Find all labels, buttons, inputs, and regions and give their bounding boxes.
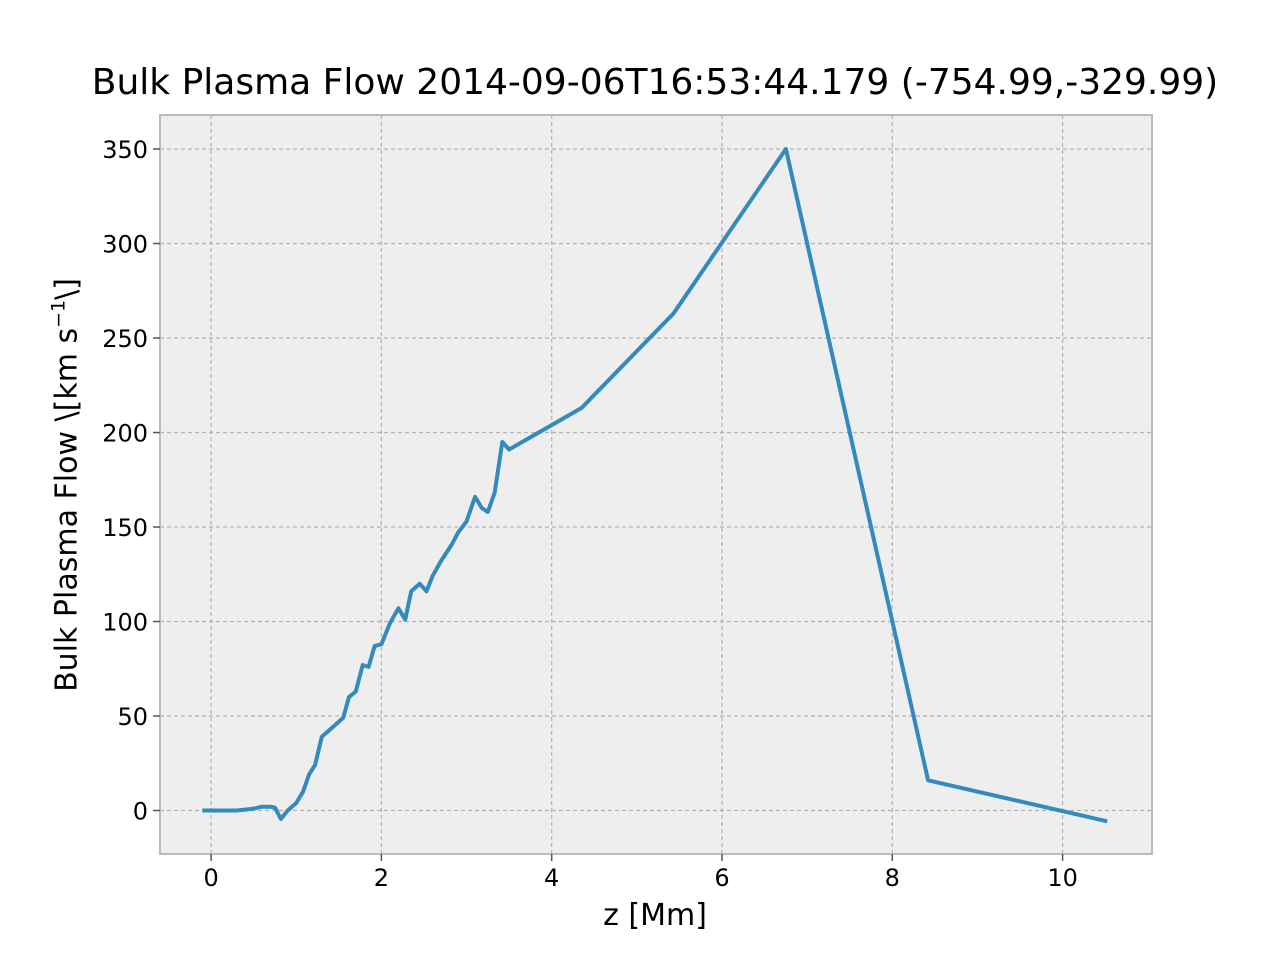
y-axis-label: Bulk Plasma Flow \[km s−1\] bbox=[48, 278, 85, 692]
y-tick-label: 100 bbox=[102, 609, 148, 637]
y-axis-label-suffix: \] bbox=[49, 278, 85, 300]
chart-title: Bulk Plasma Flow 2014-09-06T16:53:44.179… bbox=[91, 62, 1219, 103]
y-tick-label: 50 bbox=[117, 703, 148, 731]
data-series-layer bbox=[202, 147, 1108, 824]
plot-area-background bbox=[160, 115, 1152, 854]
series-line bbox=[202, 147, 1108, 824]
y-axis-label-exponent: −1 bbox=[47, 299, 70, 328]
y-tick-label: 200 bbox=[102, 420, 148, 448]
x-axis-label: z [Mm] bbox=[603, 898, 707, 933]
y-axis-label-prefix: Bulk Plasma Flow \[km s bbox=[49, 327, 85, 692]
x-tick-label: 0 bbox=[203, 864, 218, 892]
x-tick-label: 4 bbox=[544, 864, 559, 892]
x-tick-label: 8 bbox=[885, 864, 900, 892]
x-tick-label: 2 bbox=[374, 864, 389, 892]
y-tick-label: 350 bbox=[102, 136, 148, 164]
plot-area-frame bbox=[159, 114, 1153, 855]
x-tick-label: 10 bbox=[1047, 864, 1078, 892]
y-tick-label: 250 bbox=[102, 325, 148, 353]
y-tick-label: 0 bbox=[133, 798, 148, 826]
y-tick-label: 150 bbox=[102, 514, 148, 542]
grid-lines bbox=[160, 115, 1152, 854]
x-tick-label: 6 bbox=[714, 864, 729, 892]
y-tick-label: 300 bbox=[102, 231, 148, 259]
